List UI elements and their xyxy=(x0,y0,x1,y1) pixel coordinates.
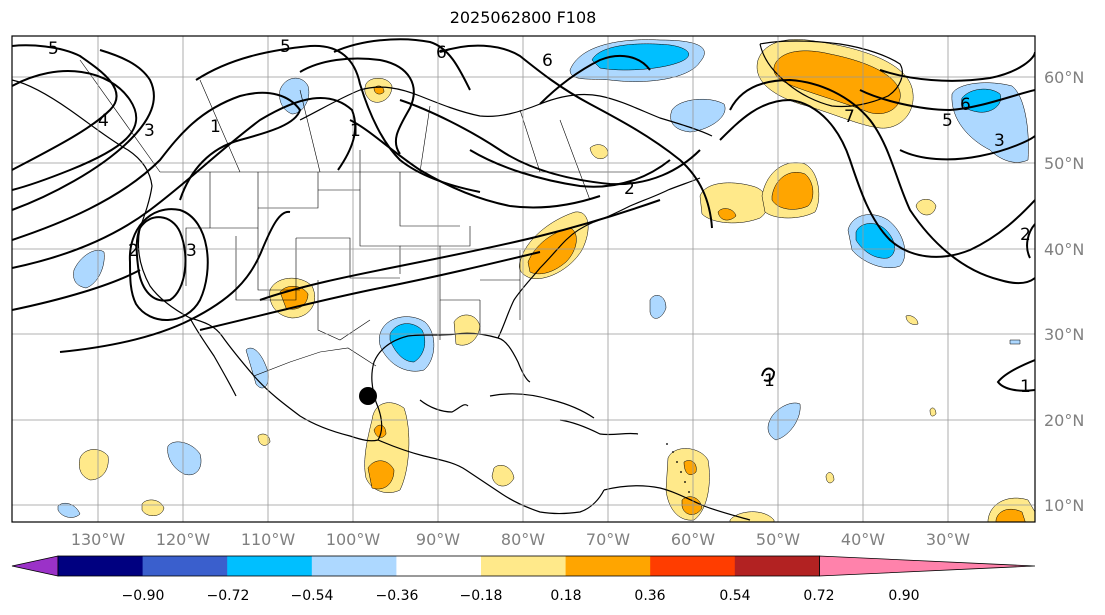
contour-labels: 5 5 6 6 3 1 4 1 2 2 3 7 5 6 3 2 1 1 xyxy=(48,37,1031,397)
contour-label: 1 xyxy=(1020,377,1031,397)
lat-label: 60°N xyxy=(1044,68,1084,87)
longitude-labels: 130°W 120°W 110°W 100°W 90°W 80°W 70°W 6… xyxy=(71,530,970,549)
graticule xyxy=(12,36,1035,522)
contour-label: 2 xyxy=(128,241,139,261)
lon-label: 120°W xyxy=(156,530,211,549)
colorbar-tick-label: −0.54 xyxy=(291,588,334,604)
colorbar-tick-label: 0.36 xyxy=(634,588,665,604)
contour-label: 5 xyxy=(280,37,291,57)
contour-label: 1 xyxy=(210,117,221,137)
lat-label: 10°N xyxy=(1044,496,1084,515)
colorbar-labels: −0.90 −0.72 −0.54 −0.36 −0.18 0.18 0.36 … xyxy=(122,588,920,604)
colorbar-segment xyxy=(311,556,397,576)
map-title: 2025062800 F108 xyxy=(449,8,597,27)
colorbar-segment xyxy=(58,556,144,576)
lon-label: 60°W xyxy=(671,530,715,549)
contour-label: 7 xyxy=(844,107,855,127)
black-dot-icon xyxy=(359,387,377,405)
contour-label: 4 xyxy=(98,111,109,131)
colorbar xyxy=(11,555,1036,577)
colorbar-segment xyxy=(227,556,313,576)
lon-label: 40°W xyxy=(841,530,885,549)
contour-label: 2 xyxy=(1020,225,1031,245)
colorbar-segment xyxy=(734,556,820,576)
borders xyxy=(79,59,640,377)
lat-label: 50°N xyxy=(1044,154,1084,173)
contour-label: 3 xyxy=(186,241,197,261)
colorbar-tick-label: −0.36 xyxy=(376,588,419,604)
colorbar-tick-label: −0.72 xyxy=(207,588,250,604)
colorbar-extend-low xyxy=(11,555,59,577)
map-border xyxy=(11,35,1036,523)
contour-label: 6 xyxy=(436,43,447,63)
colorbar-segment xyxy=(565,556,651,576)
anomaly-shading xyxy=(57,39,1035,522)
lon-label: 50°W xyxy=(756,530,800,549)
colorbar-tick-label: −0.18 xyxy=(460,588,503,604)
colorbar-border xyxy=(57,555,820,577)
contour-label: 5 xyxy=(48,39,59,59)
colorbar-extend-high xyxy=(819,555,1036,577)
contour-label: 3 xyxy=(144,121,155,141)
contour-label: 6 xyxy=(542,51,553,71)
latitude-labels: 60°N 50°N 40°N 30°N 20°N 10°N xyxy=(1044,68,1084,515)
contour-label: 6 xyxy=(960,95,971,115)
lat-label: 30°N xyxy=(1044,325,1084,344)
lon-label: 30°W xyxy=(926,530,970,549)
contour-label: 5 xyxy=(942,111,953,131)
lon-label: 70°W xyxy=(586,530,630,549)
colorbar-tick-label: −0.90 xyxy=(122,588,165,604)
height-contours xyxy=(12,38,1035,392)
colorbar-tick-label: 0.90 xyxy=(888,588,919,604)
contour-label: 2 xyxy=(624,179,635,199)
colorbar-segment xyxy=(396,556,482,576)
contour-label: 3 xyxy=(994,131,1005,151)
contour-label: 1 xyxy=(764,371,775,391)
colorbar-tick-label: 0.18 xyxy=(550,588,581,604)
lon-label: 100°W xyxy=(326,530,381,549)
lon-label: 80°W xyxy=(501,530,545,549)
lon-label: 130°W xyxy=(71,530,126,549)
lat-label: 20°N xyxy=(1044,411,1084,430)
lon-label: 110°W xyxy=(241,530,296,549)
colorbar-segment xyxy=(650,556,736,576)
colorbar-tick-label: 0.72 xyxy=(803,588,834,604)
colorbar-segment xyxy=(481,556,567,576)
colorbar-tick-label: 0.54 xyxy=(719,588,750,604)
lat-label: 40°N xyxy=(1044,240,1084,259)
colorbar-segment xyxy=(142,556,228,576)
contour-label: 1 xyxy=(350,121,361,141)
lon-label: 90°W xyxy=(416,530,460,549)
